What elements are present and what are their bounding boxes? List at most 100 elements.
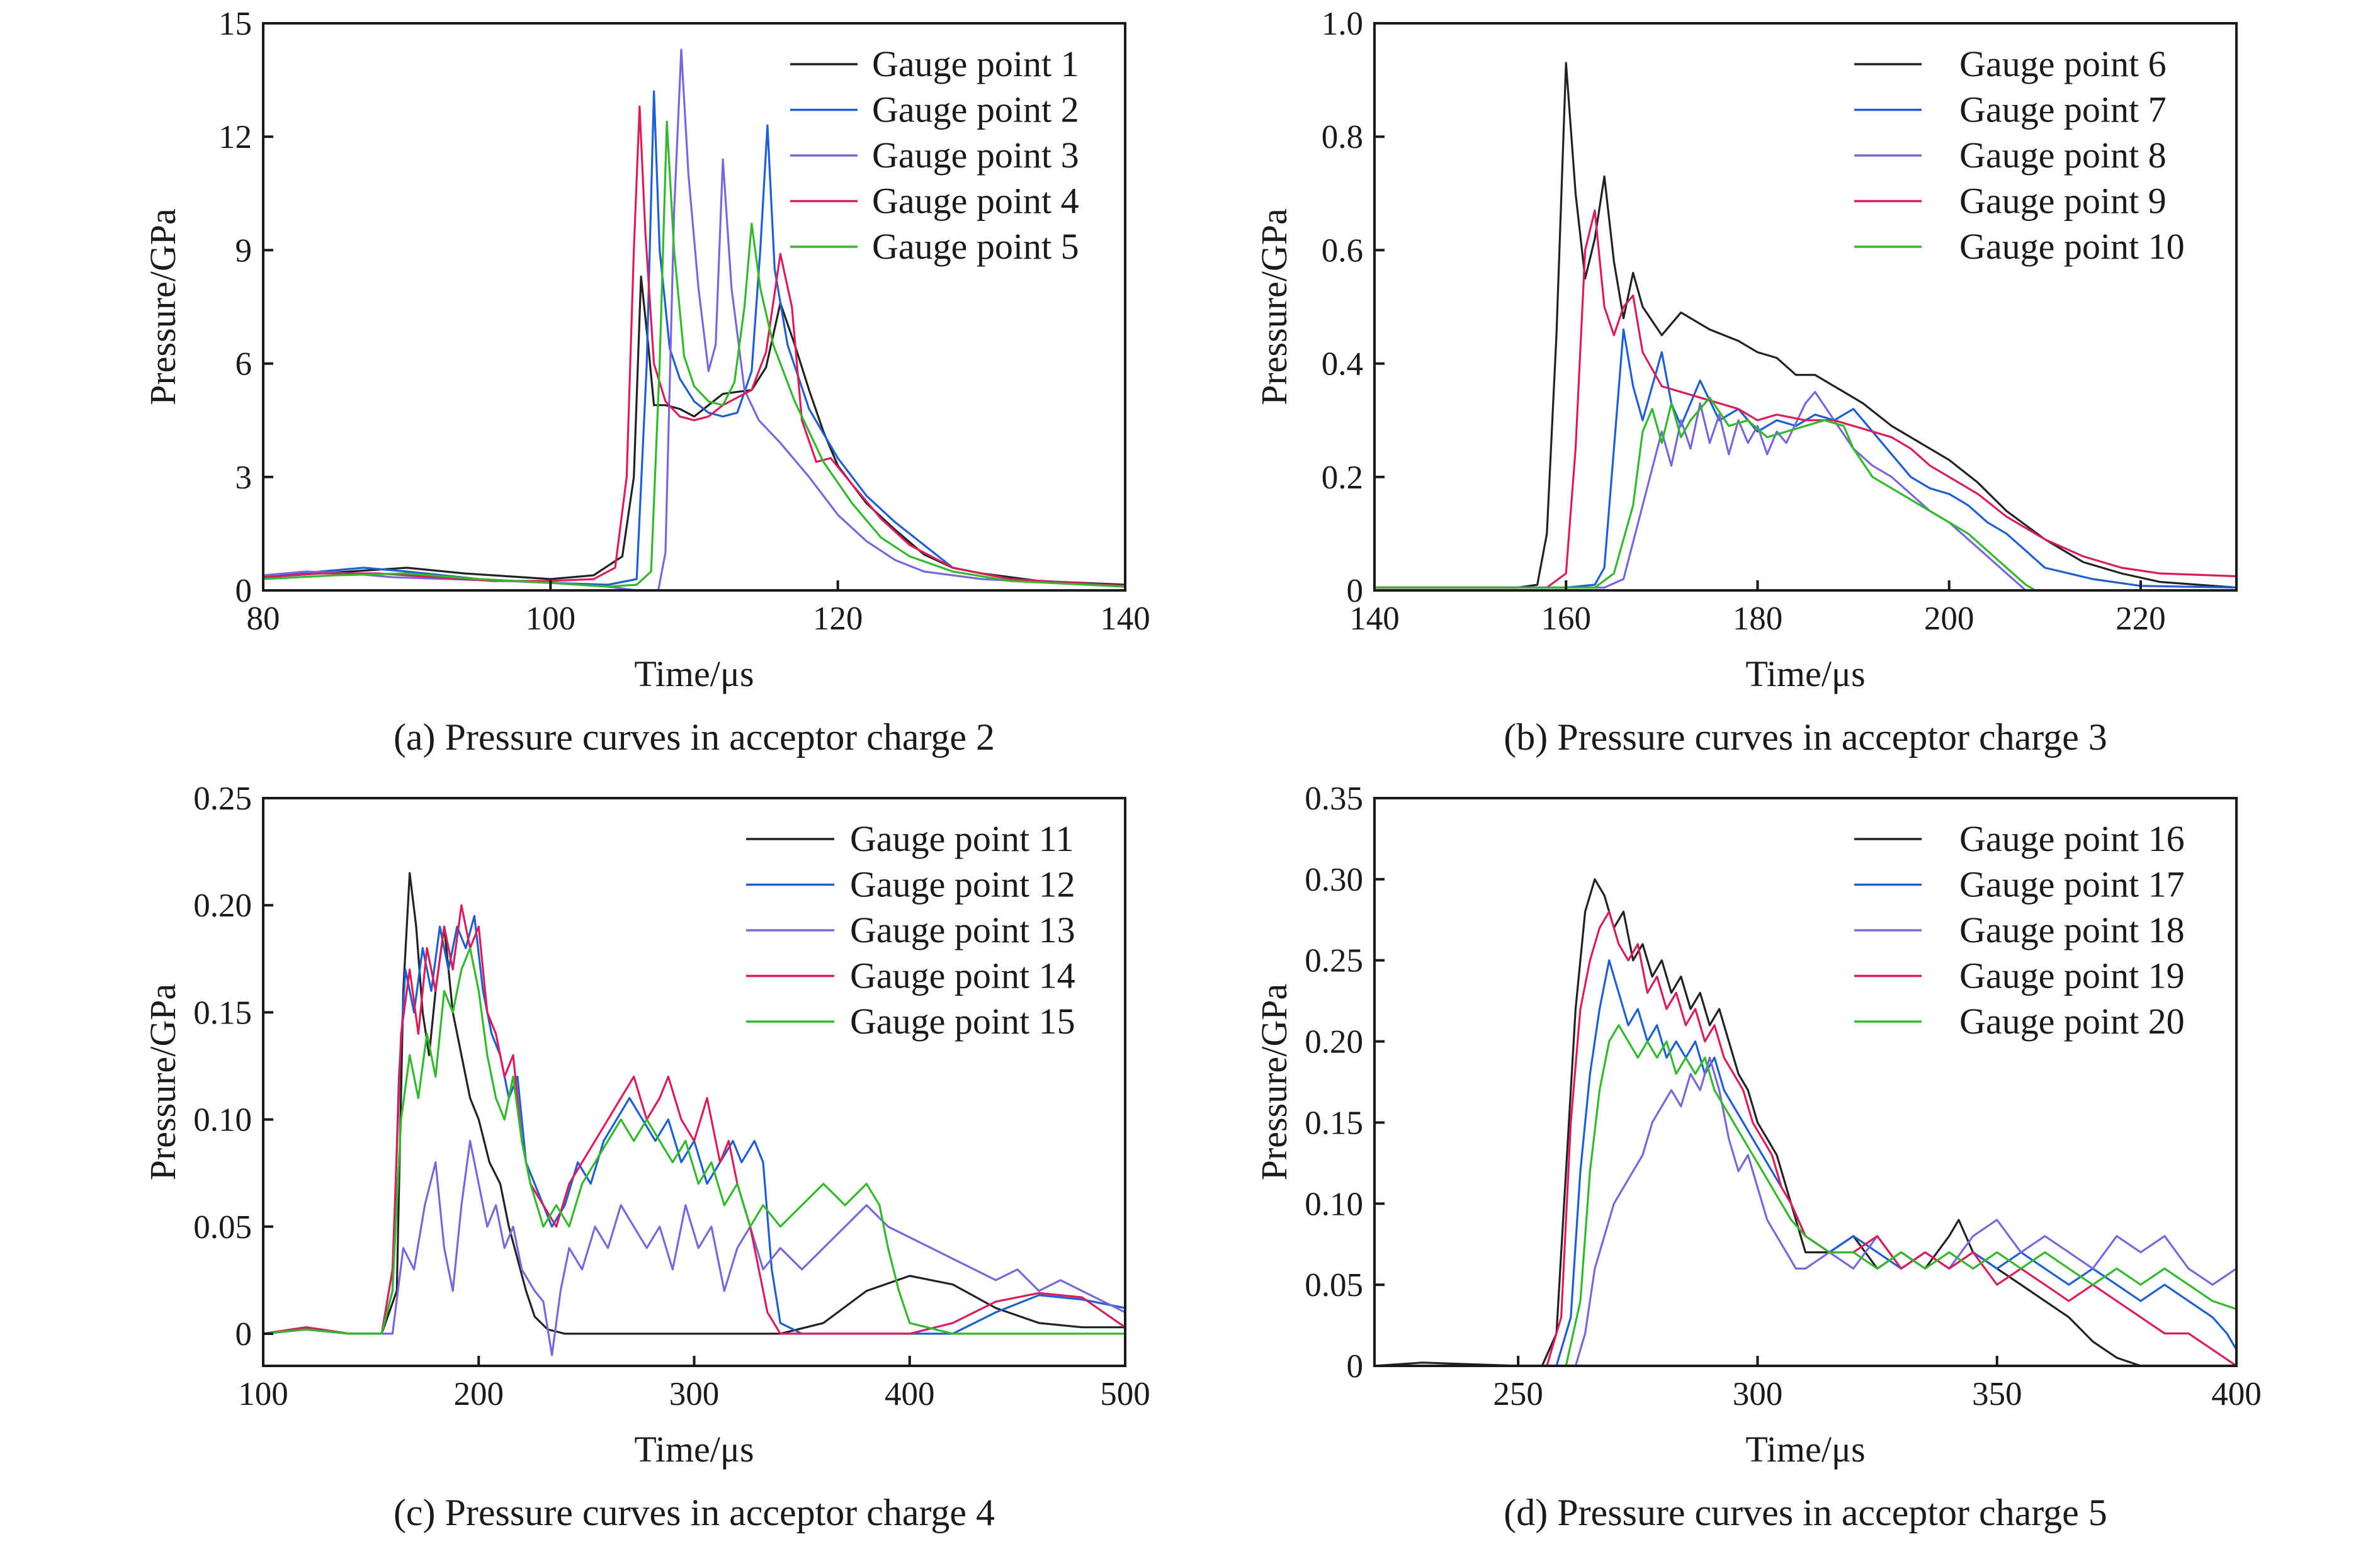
y-tick-label: 0.8 [1322,119,1363,155]
y-tick-label: 0 [1347,1348,1364,1385]
y-tick-label: 0.25 [193,780,252,817]
legend-label: Gauge point 1 [872,43,1079,84]
legend-label: Gauge point 20 [1959,1001,2185,1042]
y-tick-label: 0.20 [1305,1024,1363,1061]
series-line-3 [1374,1056,2236,1366]
series-line-5 [263,120,1125,588]
x-tick-label: 350 [1972,1376,2022,1412]
x-tick-label: 400 [885,1376,935,1412]
series-line-5 [1374,1024,2236,1366]
series-line-1 [263,275,1125,586]
series-line-3 [263,1140,1125,1356]
series-group [1374,878,2236,1366]
legend: Gauge point 11 Gauge point 12 Gauge point … [746,818,1075,1042]
x-tick-label: 100 [526,600,576,637]
legend-label: Gauge point 3 [872,135,1079,176]
chart-panel-3: 100 200 300 400 500 0 0.05 0.10 0.15 0.20 0.25 Time… [142,780,1150,1533]
x-axis-title: Time/μs [1745,1429,1865,1470]
legend: Gauge point 16 Gauge point 17 Gauge point … [1854,818,2185,1042]
panel-caption: (b) Pressure curves in acceptor charge 3 [1504,716,2107,758]
y-axis-title: Pressure/GPa [1254,984,1295,1181]
y-axis-title: Pressure/GPa [142,984,183,1181]
legend-label: Gauge point 16 [1959,818,2185,859]
panel-caption: (a) Pressure curves in acceptor charge 2 [394,716,995,758]
plot-frame [262,22,1126,592]
y-tick-label: 0.30 [1305,862,1363,898]
y-tick-label: 0.15 [193,995,252,1031]
legend: Gauge point 6 Gauge point 7 Gauge point 8 G… [1854,43,2185,267]
x-tick-label: 400 [2211,1376,2262,1412]
series-group [1374,62,2236,590]
legend-label: Gauge point 5 [872,226,1079,267]
x-tick-label: 300 [1733,1376,1783,1412]
x-tick-label: 160 [1541,600,1591,637]
legend-label: Gauge point 15 [850,1001,1075,1042]
x-tick-label: 220 [2116,600,2166,637]
x-tick-label: 200 [1924,600,1975,637]
x-tick-label: 300 [669,1376,720,1412]
y-tick-label: 0.10 [193,1102,252,1139]
y-tick-label: 15 [218,6,252,42]
plot-frame [1373,22,2238,592]
legend-label: Gauge point 4 [872,181,1079,222]
y-tick-label: 0.6 [1322,232,1363,269]
series-line-1 [1374,62,2236,589]
series-line-4 [1374,910,2236,1366]
y-tick-label: 0 [1347,573,1364,609]
y-tick-label: 0.05 [1305,1267,1363,1304]
x-tick-label: 250 [1493,1376,1543,1412]
y-tick-label: 0 [235,1316,252,1353]
y-tick-label: 12 [218,119,252,155]
y-tick-label: 0 [235,573,252,609]
chart-panel-4: 250 300 350 400 0 0.05 0.10 0.15 0.20 0.25 0.30 0.3… [1254,780,2262,1533]
y-tick-label: 0.05 [193,1209,252,1246]
x-axis-title: Time/μs [634,653,754,694]
panel-caption: (d) Pressure curves in acceptor charge 5 [1504,1492,2107,1533]
legend-label: Gauge point 17 [1959,864,2185,905]
legend-label: Gauge point 14 [850,955,1075,996]
y-tick-label: 1.0 [1322,6,1363,42]
x-tick-label: 140 [1349,600,1400,637]
series-line-2 [1374,328,2236,589]
x-axis-title: Time/μs [1745,653,1865,694]
chart-panel-2: 140 160 180 200 220 0 0.2 0.4 0.6 0.8 1.0 Time/μs Pr… [1254,6,2238,758]
y-axis-title: Pressure/GPa [1254,208,1295,405]
legend-label: Gauge point 11 [850,818,1074,859]
legend: Gauge point 1 Gauge point 2 Gauge point 3 G… [790,43,1079,267]
legend-label: Gauge point 7 [1959,89,2167,130]
legend-label: Gauge point 2 [872,89,1079,130]
y-tick-label: 3 [235,459,252,496]
y-tick-label: 0.4 [1322,346,1363,383]
y-tick-label: 0.10 [1305,1186,1363,1222]
legend-label: Gauge point 9 [1959,181,2167,222]
series-line-4 [263,904,1125,1335]
x-tick-label: 140 [1100,600,1150,637]
x-axis-title: Time/μs [634,1429,754,1470]
legend-label: Gauge point 13 [850,910,1075,950]
legend-label: Gauge point 8 [1959,135,2167,176]
legend-label: Gauge point 10 [1959,226,2185,267]
y-tick-label: 0.20 [193,888,252,924]
series-line-5 [1374,397,2037,590]
series-line-2 [263,915,1125,1335]
x-tick-label: 180 [1733,600,1783,637]
series-line-2 [1374,959,2236,1366]
x-tick-label: 120 [813,600,863,637]
y-tick-label: 0.15 [1305,1105,1363,1141]
legend-label: Gauge point 12 [850,864,1075,905]
series-line-1 [263,872,1125,1335]
y-tick-label: 0.35 [1305,780,1363,817]
y-tick-label: 0.2 [1322,459,1363,496]
legend-label: Gauge point 6 [1959,43,2167,84]
x-tick-label: 80 [247,600,280,637]
y-axis-title: Pressure/GPa [142,208,183,405]
y-tick-label: 9 [235,232,252,269]
legend-label: Gauge point 19 [1959,955,2185,996]
series-line-5 [263,947,1125,1335]
x-tick-label: 500 [1100,1376,1150,1412]
series-line-4 [1374,209,2236,589]
plot-frame [1373,797,2238,1367]
x-tick-label: 100 [238,1376,288,1412]
panel-caption: (c) Pressure curves in acceptor charge 4 [394,1492,995,1533]
y-tick-label: 6 [235,346,252,383]
